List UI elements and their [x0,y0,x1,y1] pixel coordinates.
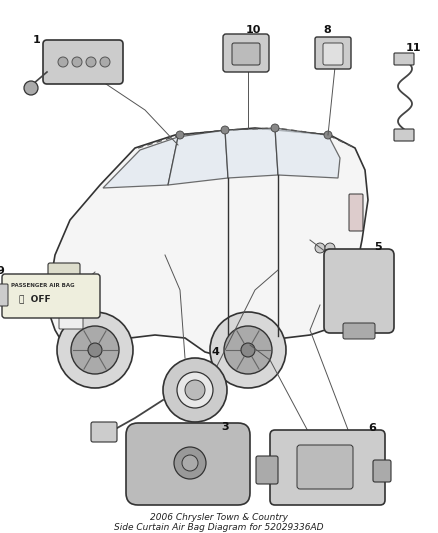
Text: 3: 3 [221,422,229,432]
Circle shape [177,372,213,408]
FancyBboxPatch shape [349,194,363,231]
Circle shape [210,312,286,388]
Circle shape [163,358,227,422]
Circle shape [57,312,133,388]
Circle shape [324,131,332,139]
Polygon shape [103,137,178,188]
FancyBboxPatch shape [323,43,343,65]
FancyBboxPatch shape [51,284,75,314]
Circle shape [71,326,119,374]
FancyBboxPatch shape [223,34,269,72]
Text: 1: 1 [33,35,41,45]
Circle shape [325,243,335,253]
FancyBboxPatch shape [43,40,123,84]
Polygon shape [275,128,340,178]
FancyBboxPatch shape [0,284,8,306]
Circle shape [224,326,272,374]
FancyBboxPatch shape [232,43,260,65]
Circle shape [174,447,206,479]
Text: Side Curtain Air Bag Diagram for 52029336AD: Side Curtain Air Bag Diagram for 5202933… [114,523,324,532]
Text: 2006 Chrysler Town & Country: 2006 Chrysler Town & Country [150,513,288,522]
Text: 4: 4 [211,347,219,357]
FancyBboxPatch shape [297,445,353,489]
Polygon shape [48,128,368,360]
Circle shape [221,126,229,134]
Circle shape [58,57,68,67]
FancyBboxPatch shape [48,263,80,283]
Text: 6: 6 [368,423,376,433]
FancyBboxPatch shape [256,456,278,484]
Text: 11: 11 [405,43,421,53]
FancyBboxPatch shape [394,129,414,141]
Text: 8: 8 [323,25,331,35]
Circle shape [72,57,82,67]
FancyBboxPatch shape [59,315,83,329]
Circle shape [182,455,198,471]
FancyBboxPatch shape [91,422,117,442]
FancyBboxPatch shape [394,53,414,65]
Text: 9: 9 [0,266,4,276]
Circle shape [315,243,325,253]
Circle shape [86,57,96,67]
FancyBboxPatch shape [373,460,391,482]
Polygon shape [168,130,228,185]
Circle shape [100,57,110,67]
Polygon shape [225,128,278,178]
Circle shape [176,131,184,139]
FancyBboxPatch shape [343,323,375,339]
FancyBboxPatch shape [324,249,394,333]
Circle shape [271,124,279,132]
Circle shape [88,343,102,357]
Circle shape [185,380,205,400]
Text: 10: 10 [245,25,261,35]
Circle shape [24,81,38,95]
Text: Ⓘ  OFF: Ⓘ OFF [19,294,51,303]
Text: PASSENGER AIR BAG: PASSENGER AIR BAG [11,283,74,288]
FancyBboxPatch shape [126,423,250,505]
FancyBboxPatch shape [2,274,100,318]
Text: 5: 5 [374,242,382,252]
FancyBboxPatch shape [315,37,351,69]
Circle shape [241,343,255,357]
FancyBboxPatch shape [270,430,385,505]
